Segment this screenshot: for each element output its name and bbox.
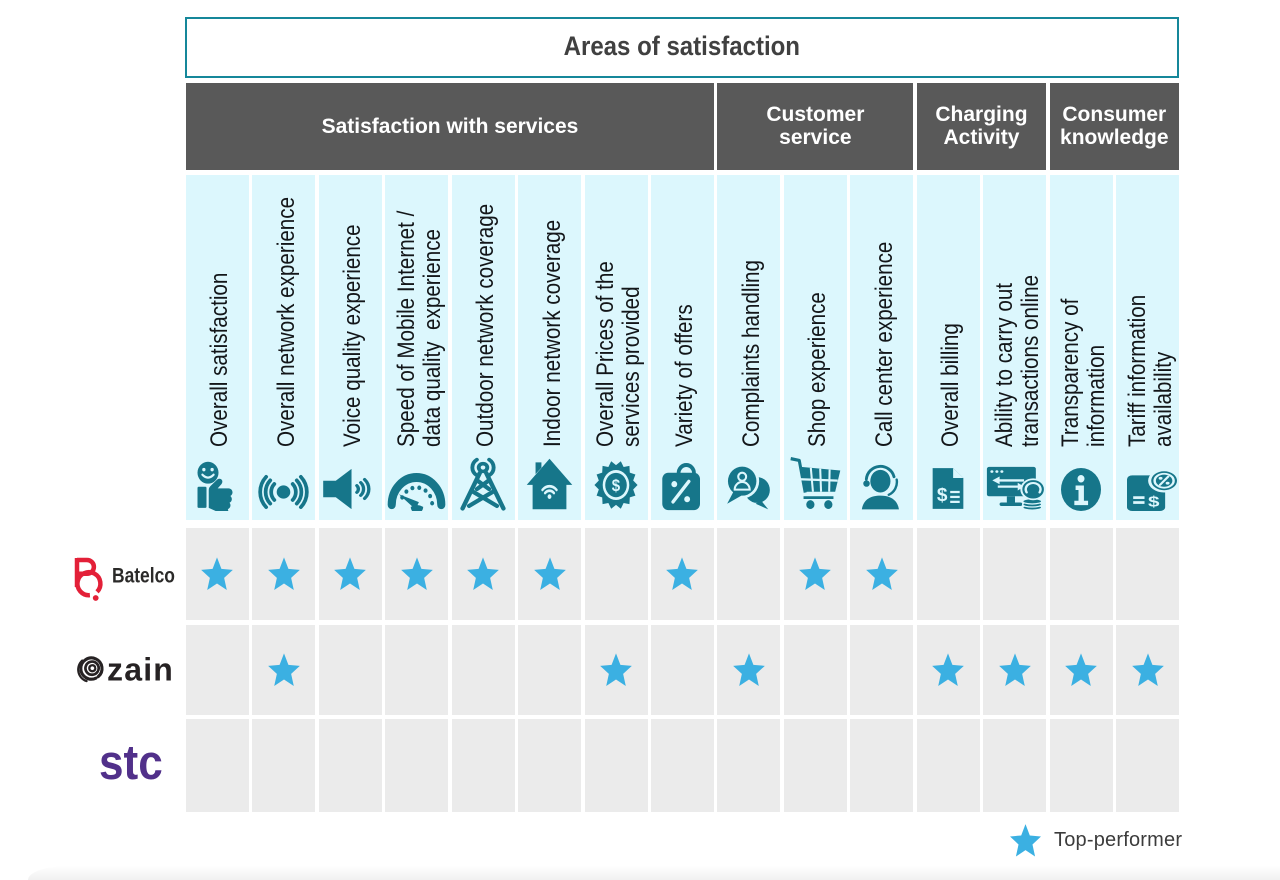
svg-text:$: $ [937, 484, 948, 505]
svg-text:Batelco: Batelco [112, 565, 175, 588]
svg-text:stc: stc [99, 736, 163, 784]
svg-text:$: $ [1148, 493, 1159, 510]
svg-text:$: $ [612, 476, 620, 495]
svg-text:zain: zain [107, 652, 174, 688]
